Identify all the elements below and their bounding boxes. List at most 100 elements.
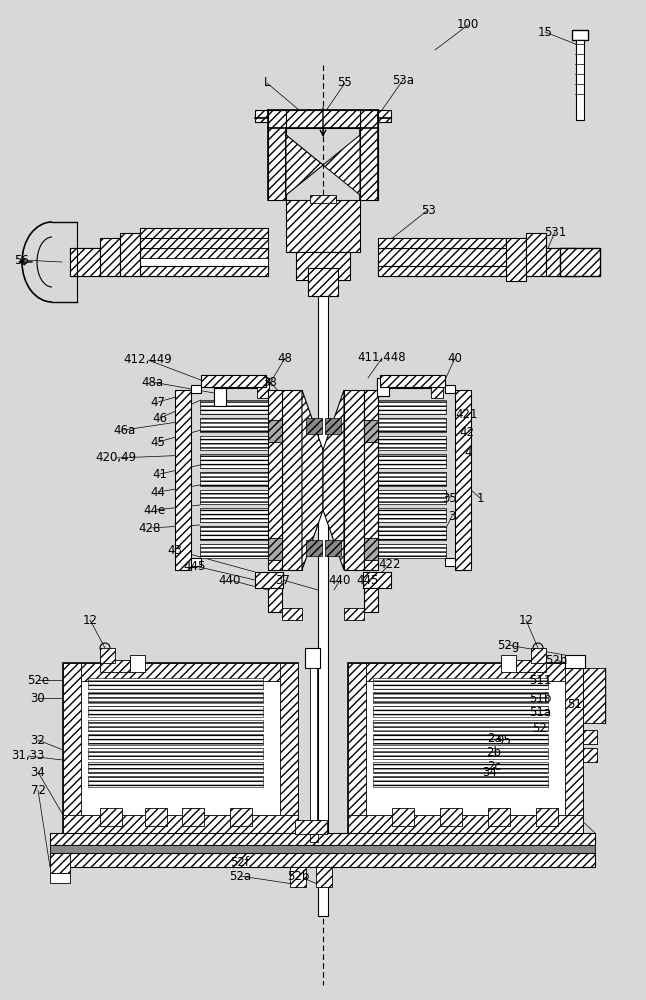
Bar [63, 663, 81, 833]
Bar [295, 820, 327, 834]
Bar [268, 390, 282, 570]
Bar [191, 558, 201, 566]
Bar [325, 418, 341, 434]
Text: 531: 531 [544, 226, 566, 238]
Bar [268, 420, 282, 442]
Bar [200, 454, 268, 468]
Bar [191, 385, 201, 393]
Text: 52e: 52e [27, 674, 49, 686]
Bar [88, 776, 263, 787]
Bar [526, 233, 546, 276]
Bar [63, 663, 298, 681]
Text: 440: 440 [219, 574, 241, 586]
Bar [378, 266, 506, 276]
Bar [70, 248, 100, 276]
Text: 34: 34 [483, 766, 497, 778]
Bar [546, 248, 576, 276]
Bar [88, 748, 263, 759]
Text: 37: 37 [276, 574, 291, 586]
Bar [140, 228, 268, 238]
Text: 48a: 48a [141, 375, 163, 388]
Text: 445: 445 [357, 574, 379, 586]
Bar [100, 660, 130, 672]
Text: 44e: 44e [144, 504, 166, 516]
Bar [50, 833, 595, 845]
Bar [378, 472, 446, 486]
Bar [63, 815, 298, 833]
Bar [378, 490, 446, 504]
Bar [373, 692, 548, 703]
Bar [373, 706, 548, 717]
Text: 12: 12 [83, 613, 98, 626]
Bar [364, 390, 378, 570]
Text: 44: 44 [151, 486, 165, 498]
Text: 445: 445 [184, 560, 206, 572]
Bar [308, 268, 338, 296]
Text: 412,449: 412,449 [123, 354, 172, 366]
Bar [88, 706, 263, 717]
Text: 30: 30 [30, 692, 45, 704]
Bar [348, 815, 583, 833]
Bar [325, 540, 341, 556]
Bar [88, 692, 263, 703]
Text: 15: 15 [537, 25, 552, 38]
Bar [344, 608, 364, 620]
Text: 3: 3 [448, 510, 455, 522]
Bar [583, 668, 605, 723]
Bar [50, 873, 70, 883]
Text: 52: 52 [532, 722, 547, 734]
Text: 1: 1 [476, 491, 484, 504]
Bar [200, 544, 268, 558]
Bar [516, 660, 546, 672]
Bar [268, 538, 282, 560]
Text: 31,33: 31,33 [12, 750, 45, 762]
Text: 51: 51 [568, 698, 583, 712]
Bar [140, 266, 268, 276]
Bar [373, 678, 548, 689]
Text: 95: 95 [497, 734, 512, 746]
Text: 53: 53 [421, 204, 435, 217]
Text: 46: 46 [152, 412, 167, 424]
Text: 4: 4 [464, 446, 472, 458]
Bar [145, 808, 167, 826]
Bar [50, 853, 595, 867]
Text: 53a: 53a [392, 74, 414, 87]
Bar [373, 734, 548, 745]
Bar [63, 663, 298, 833]
Text: 52f: 52f [231, 856, 249, 868]
Bar [348, 663, 583, 833]
Bar [378, 544, 446, 558]
Bar [565, 663, 583, 833]
Text: 51a: 51a [529, 706, 551, 718]
Bar [70, 248, 268, 276]
Bar [364, 588, 378, 612]
Bar [200, 490, 268, 504]
Bar [268, 588, 282, 612]
Bar [100, 258, 268, 268]
Text: 35: 35 [443, 491, 457, 504]
Text: 41: 41 [152, 468, 167, 481]
Bar [536, 808, 558, 826]
Bar [348, 663, 366, 833]
Text: 411,448: 411,448 [358, 352, 406, 364]
Bar [378, 526, 446, 540]
Bar [306, 540, 322, 556]
Bar [282, 390, 302, 570]
Bar [378, 110, 391, 122]
Bar [50, 853, 70, 873]
Text: 43: 43 [167, 544, 182, 556]
Text: 46a: 46a [113, 424, 135, 436]
Bar [88, 678, 263, 689]
Polygon shape [286, 135, 323, 195]
Bar [257, 378, 269, 398]
Bar [255, 110, 268, 122]
Bar [378, 238, 506, 248]
Bar [175, 390, 191, 570]
Bar [296, 252, 350, 280]
Bar [200, 472, 268, 486]
Bar [286, 200, 360, 252]
Bar [373, 748, 548, 759]
Text: 100: 100 [457, 18, 479, 31]
Bar [182, 808, 204, 826]
Bar [488, 808, 510, 826]
